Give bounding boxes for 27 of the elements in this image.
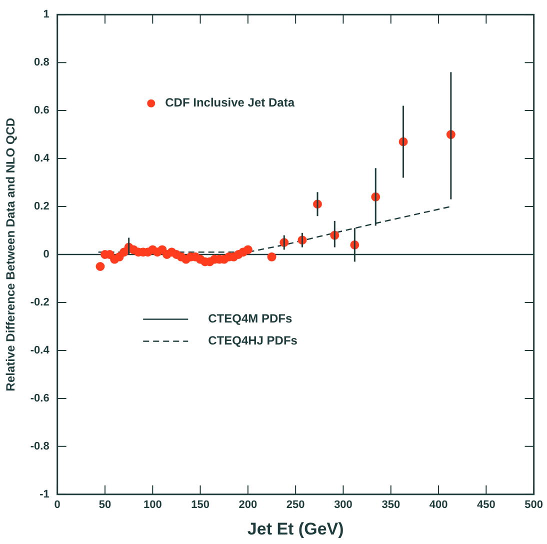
- x-tick-label: 150: [191, 499, 210, 512]
- x-tick-label: 450: [476, 499, 496, 512]
- x-tick-label: 400: [429, 499, 448, 512]
- y-tick-label: 0.2: [34, 200, 50, 213]
- x-axis-title: Jet Et (GeV): [247, 519, 344, 538]
- y-tick-label: 0.8: [34, 56, 50, 69]
- x-tick-label: 100: [143, 499, 162, 512]
- y-axis-title: Relative Difference Between Data and NLO QCD: [4, 117, 18, 392]
- legend-label: CDF Inclusive Jet Data: [165, 96, 295, 110]
- x-tick-label: 500: [524, 499, 544, 512]
- x-tick-label: 0: [54, 499, 60, 512]
- legend-label: CTEQ4M PDFs: [208, 312, 292, 326]
- legend-label: CTEQ4HJ PDFs: [208, 334, 298, 348]
- y-tick-label: 1: [43, 8, 50, 21]
- y-tick-label: -0.8: [30, 440, 50, 452]
- x-tick-label: 200: [238, 499, 258, 512]
- x-tick-label: 50: [98, 499, 112, 512]
- x-tick-label: 350: [382, 499, 400, 512]
- y-tick-label: 0: [43, 248, 50, 261]
- y-tick-label: 0.6: [34, 104, 50, 117]
- y-tick-label: -1: [40, 488, 50, 500]
- y-tick-label: -0.2: [30, 296, 50, 309]
- y-tick-label: 0.4: [34, 152, 50, 165]
- y-tick-label: -0.4: [30, 344, 50, 356]
- y-tick-label: -0.6: [30, 392, 50, 404]
- x-tick-label: 300: [334, 499, 352, 512]
- x-tick-label: 250: [286, 499, 305, 512]
